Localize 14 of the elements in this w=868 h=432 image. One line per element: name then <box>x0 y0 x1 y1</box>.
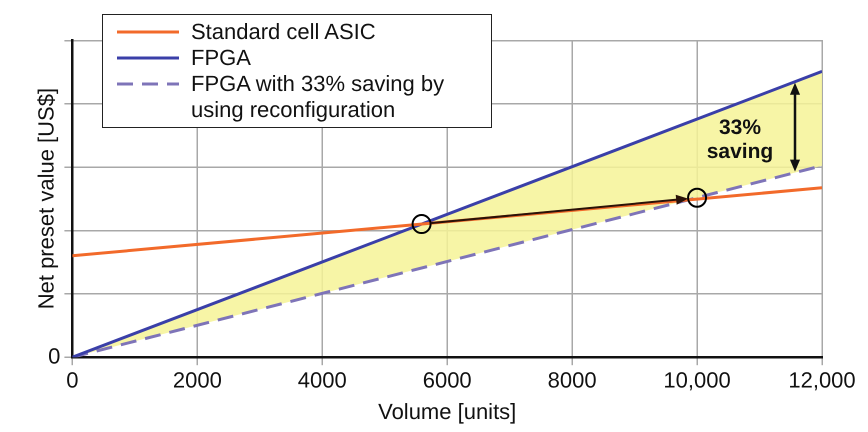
x-tick-label: 4000 <box>298 367 347 392</box>
legend-label: FPGA with 33% saving by using reconfiguration <box>191 71 446 123</box>
legend-label: Standard cell ASIC <box>191 19 376 45</box>
x-tick-label: 0 <box>66 367 79 392</box>
annotation: 33% saving <box>706 116 774 163</box>
x-tick-label: 12,000 <box>788 367 856 392</box>
x-tick-label: 8000 <box>548 367 597 392</box>
x-tick-label: 10,000 <box>663 367 731 392</box>
x-axis-title: Volume [units] <box>378 398 516 424</box>
x-tick-label: 6000 <box>422 367 472 392</box>
y-axis-title: Net preset value [US$] <box>33 88 58 310</box>
legend-label: FPGA <box>191 45 251 71</box>
x-tick-label: 2000 <box>172 367 222 392</box>
text: 0 <box>48 343 60 368</box>
